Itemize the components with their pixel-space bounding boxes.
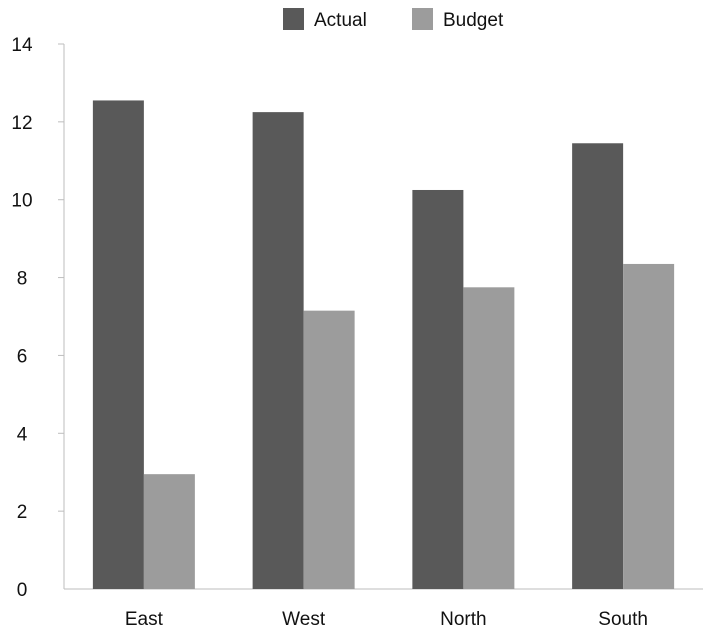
bar-actual-west [252,112,304,589]
bar-budget-south [623,263,675,589]
x-tick-label: West [282,609,326,630]
x-tick-label: East [125,609,164,630]
legend-swatch-actual [283,8,304,30]
bars [92,100,675,590]
y-tick-label: 2 [17,502,28,523]
legend: Actual Budget [283,8,504,31]
x-axis: East West North South [64,588,703,630]
y-tick-label: 0 [17,580,28,601]
legend-label-budget: Budget [443,10,504,31]
y-tick-label: 10 [11,191,32,212]
legend-label-actual: Actual [314,10,367,31]
y-axis: 0 2 4 6 8 10 12 14 [11,35,65,601]
x-tick-label: North [440,609,486,630]
x-tick-label: South [598,609,648,630]
bar-actual-east [92,100,144,590]
bar-actual-north [412,189,464,589]
bar-budget-north [463,287,515,589]
bar-budget-west [303,310,355,589]
bar-budget-east [143,474,195,589]
y-tick-label: 12 [11,113,32,134]
y-tick-label: 4 [17,424,28,445]
y-tick-label: 14 [11,35,33,56]
legend-swatch-budget [412,8,433,30]
y-tick-label: 6 [17,346,28,367]
bar-actual-south [572,143,624,589]
y-tick-label: 8 [17,269,28,290]
